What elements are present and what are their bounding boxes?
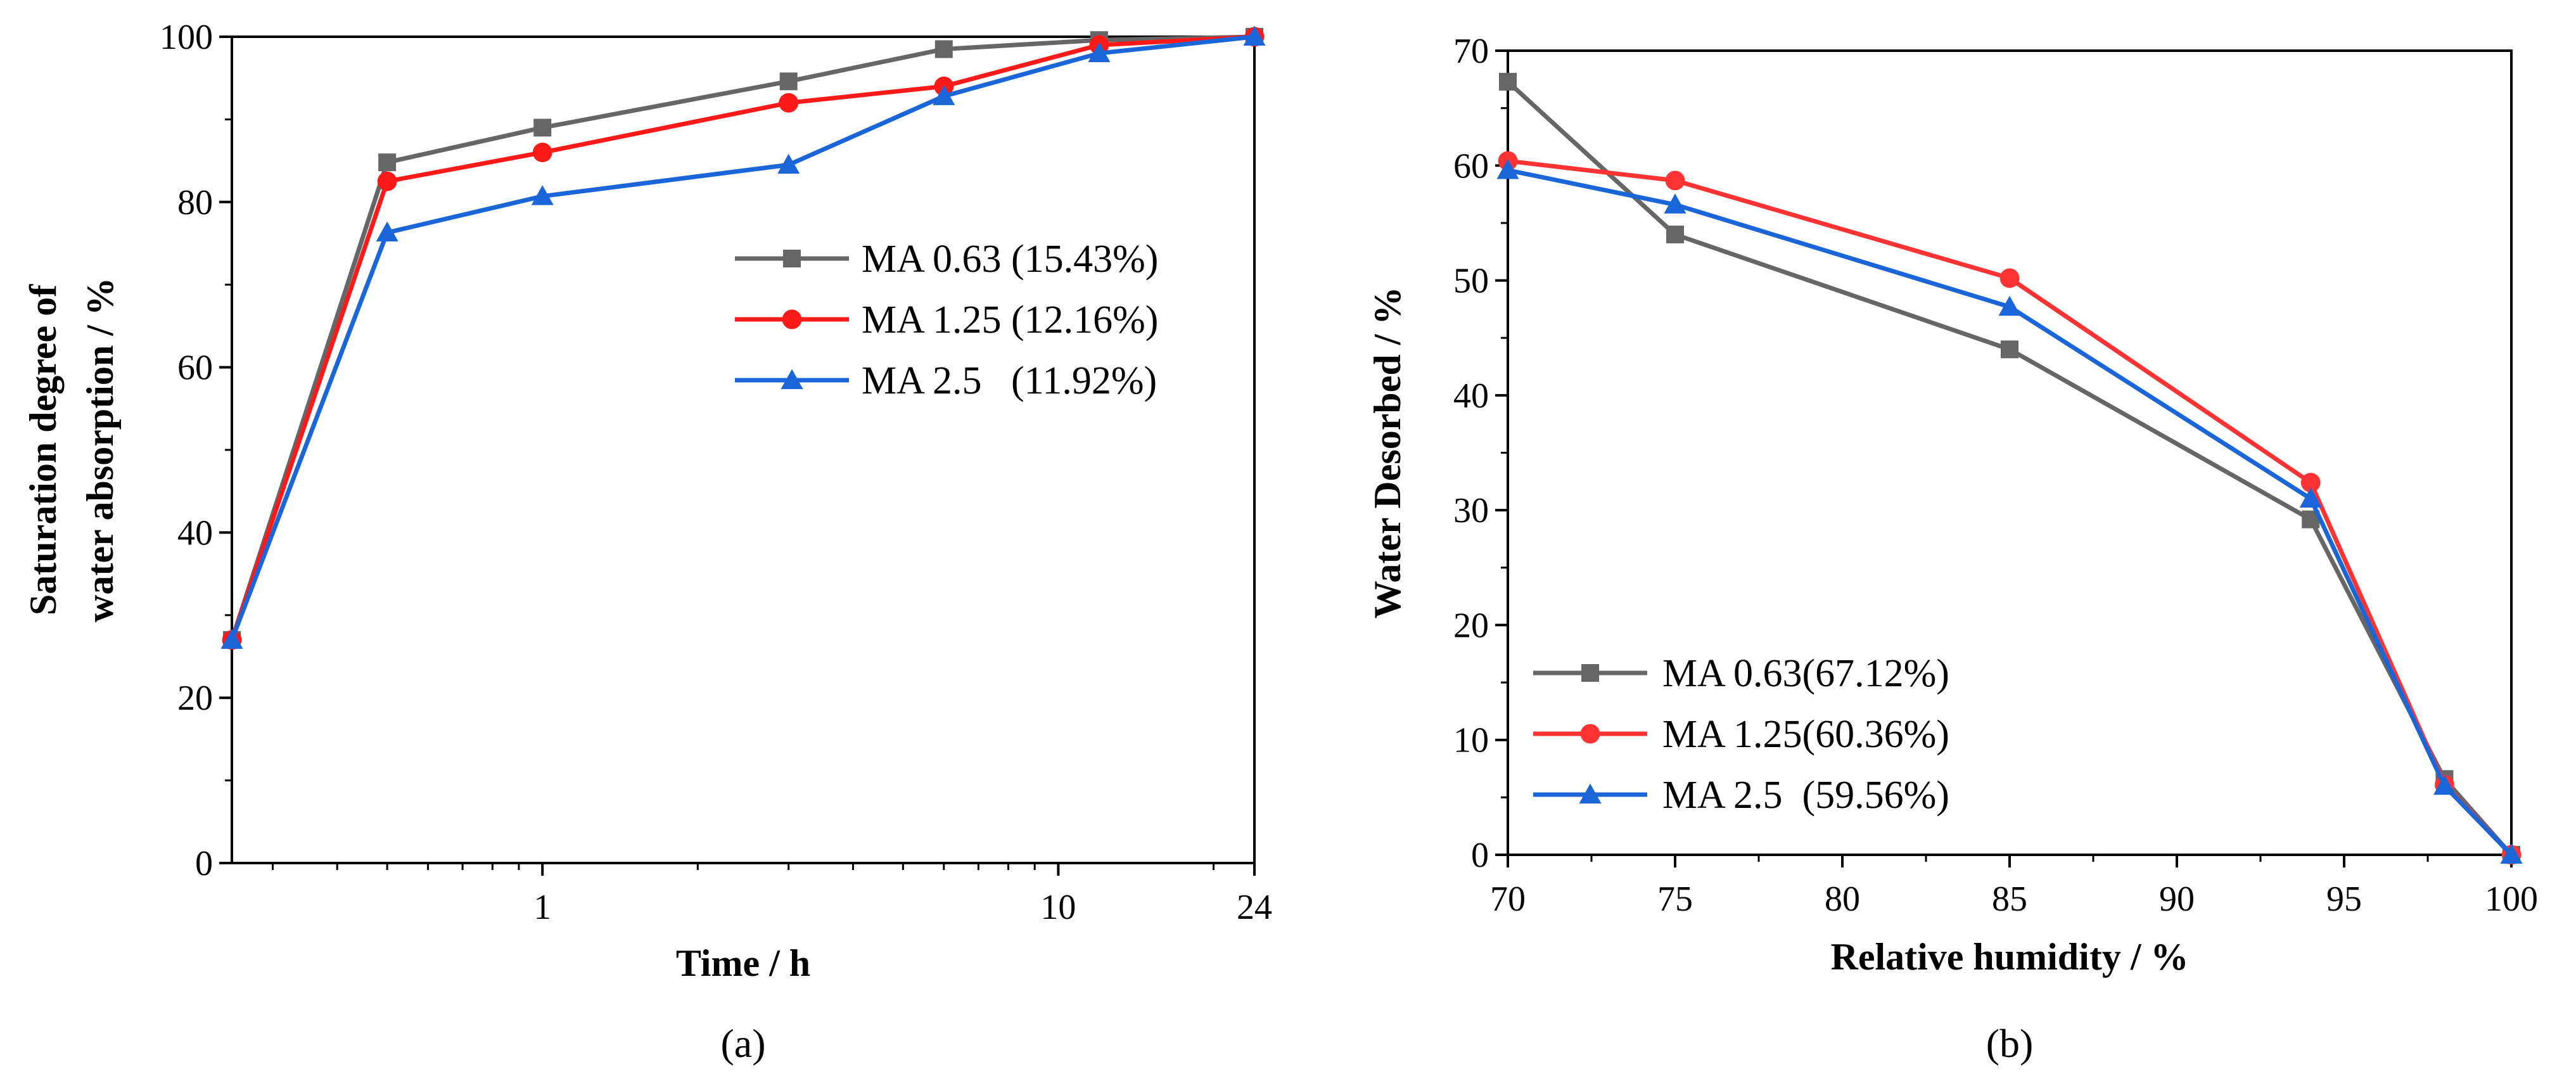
data-point: [1496, 159, 1519, 179]
series-line: [1507, 168, 2513, 857]
y-tick-label: 60: [1453, 146, 1489, 186]
x-tick-label: 1: [533, 888, 551, 927]
legend-label: MA 0.63(67.12%): [1662, 652, 1949, 695]
x-axis-title: Relative humidity / %: [1831, 936, 2189, 978]
y-tick-label: 20: [1453, 606, 1489, 645]
data-point: [933, 85, 955, 105]
x-tick-label: 95: [2326, 880, 2362, 919]
data-point: [2500, 843, 2523, 864]
panel-label: (a): [720, 1021, 765, 1066]
data-point: [1499, 72, 1517, 91]
x-tick-label: 24: [1237, 888, 1272, 927]
data-point: [1664, 193, 1687, 214]
legend-label: MA 1.25 (12.16%): [862, 298, 1158, 342]
y-axis-title: water absorption / %: [79, 278, 121, 622]
x-tick-label: 10: [1040, 888, 1076, 927]
data-point: [376, 221, 399, 242]
data-point: [1088, 42, 1111, 63]
data-point: [779, 93, 799, 113]
panel-label: (b): [1986, 1021, 2034, 1066]
chart-panel-a: 0 20 40 60 80 100 1 10 24 Time / h Saturation degr…: [22, 18, 1272, 1066]
legend-label: MA 2.5 (11.92%): [862, 359, 1157, 402]
data-point: [532, 143, 552, 162]
data-point: [2001, 340, 2018, 359]
y-tick-label: 100: [160, 18, 213, 57]
x-tick-label: 100: [2485, 880, 2538, 919]
data-point: [2433, 774, 2456, 795]
legend-label: MA 1.25(60.36%): [1662, 713, 1949, 756]
series-line: [1507, 158, 2513, 857]
data-point: [1998, 295, 2021, 316]
data-point: [779, 72, 798, 91]
x-tick-label: 70: [1490, 880, 1526, 919]
legend-marker: [1581, 664, 1599, 682]
legend-marker: [781, 369, 803, 389]
data-point: [2300, 473, 2321, 493]
data-point: [533, 118, 552, 137]
x-tick-label: 85: [1992, 880, 2027, 919]
data-point: [1666, 226, 1684, 244]
data-point: [934, 40, 953, 58]
y-axis-title: Saturation degree of: [22, 284, 64, 615]
chart-panel-b: 0 10 20 30 40 50 60 70 70 75 80 85 90 95 100 Relative h…: [1367, 32, 2538, 1066]
x-axis-title: Time / h: [676, 942, 810, 984]
x-tick-label: 90: [2159, 880, 2195, 919]
data-point: [2299, 487, 2322, 508]
plot-frame: [1507, 49, 2513, 856]
y-tick-label: 70: [1453, 32, 1489, 71]
legend-marker: [782, 309, 802, 330]
legend-label: MA 2.5 (59.56%): [1662, 774, 1949, 817]
data-point: [1243, 25, 1266, 46]
x-tick-label: 75: [1657, 880, 1693, 919]
y-tick-label: 0: [1471, 836, 1489, 875]
data-point: [777, 153, 800, 174]
data-point: [531, 185, 554, 205]
y-tick-label: 40: [177, 513, 213, 553]
legend-marker: [1580, 724, 1600, 744]
y-tick-label: 30: [1453, 491, 1489, 530]
y-tick-label: 10: [1453, 721, 1489, 760]
series-line: [1506, 80, 2513, 857]
data-point: [378, 153, 397, 172]
y-tick-label: 40: [1453, 376, 1489, 416]
y-tick-label: 80: [177, 183, 213, 222]
y-tick-label: 60: [177, 349, 213, 388]
y-axis-title: Water Desorbed / %: [1367, 287, 1408, 619]
y-tick-label: 20: [177, 679, 213, 718]
data-point: [377, 171, 397, 191]
data-point: [1999, 268, 2020, 288]
y-tick-label: 50: [1453, 262, 1489, 301]
legend-label: MA 0.63 (15.43%): [862, 238, 1158, 281]
legend-marker: [1579, 783, 1602, 803]
x-tick-label: 80: [1825, 880, 1860, 919]
legend-marker: [783, 250, 801, 267]
y-tick-label: 0: [195, 844, 213, 883]
data-point: [220, 629, 243, 649]
data-point: [1665, 170, 1685, 191]
